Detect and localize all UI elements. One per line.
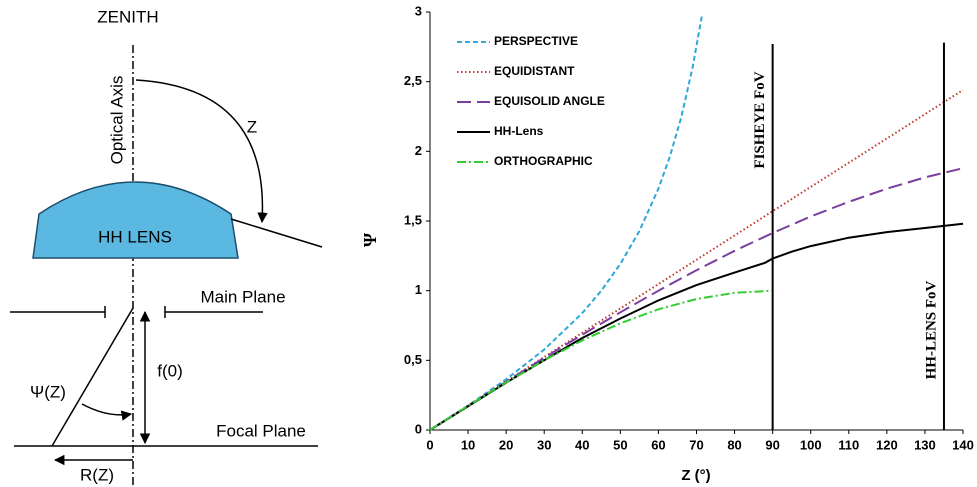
- label: ZENITH: [97, 7, 158, 26]
- y-tick-label: 1: [415, 282, 422, 297]
- series-line: [429, 89, 964, 431]
- series-line: [429, 16, 703, 431]
- legend-label: ORTHOGRAPHIC: [494, 154, 593, 168]
- x-tick-label: 100: [800, 437, 822, 452]
- x-tick-label: 130: [914, 437, 936, 452]
- y-tick-label: 2: [415, 143, 422, 158]
- x-tick-label: 0: [426, 437, 433, 452]
- y-tick-label: 0,5: [404, 352, 422, 367]
- label: R(Z): [80, 465, 114, 484]
- label: Ψ(Z): [30, 382, 66, 401]
- series-line: [429, 167, 964, 431]
- x-axis-label: Z (°): [681, 467, 710, 484]
- label: f(0): [157, 361, 183, 380]
- series-line: [429, 289, 773, 431]
- label: Optical Axis: [107, 76, 126, 165]
- legend-label: EQUIDISTANT: [494, 64, 575, 78]
- label: Main Plane: [200, 287, 285, 306]
- psi-arc: [81, 403, 133, 421]
- x-tick-label: 110: [838, 437, 859, 452]
- x-tick-label: 120: [876, 437, 898, 452]
- x-tick-label: 60: [651, 437, 665, 452]
- fov-label: HH-LENS FoV: [923, 280, 939, 379]
- x-tick-label: 90: [765, 437, 779, 452]
- label: Focal Plane: [216, 421, 306, 440]
- lens: [32, 181, 239, 259]
- x-tick-label: 40: [575, 437, 589, 452]
- image-ray: [51, 307, 134, 447]
- x-tick-label: 10: [461, 437, 475, 452]
- y-axis-label: Ψ: [360, 233, 380, 247]
- series-line: [429, 222, 964, 431]
- x-tick-label: 50: [613, 437, 627, 452]
- ray: [230, 218, 323, 248]
- x-tick-label: 80: [727, 437, 741, 452]
- label: Z: [247, 117, 257, 136]
- x-tick-label: 30: [537, 437, 551, 452]
- legend-label: HH-Lens: [494, 124, 544, 138]
- x-tick-label: 20: [499, 437, 513, 452]
- lens-diagram: [10, 45, 323, 487]
- x-tick-label: 140: [952, 437, 974, 452]
- y-tick-label: 0: [415, 421, 422, 436]
- legend-label: EQUISOLID ANGLE: [494, 94, 605, 108]
- x-tick-label: 70: [689, 437, 703, 452]
- label: HH LENS: [98, 227, 172, 246]
- fov-label: FISHEYE FoV: [752, 71, 768, 168]
- y-tick-label: 3: [415, 3, 422, 18]
- legend-label: PERSPECTIVE: [494, 34, 578, 48]
- y-tick-label: 1,5: [404, 212, 422, 227]
- zenith-arc: [135, 79, 268, 224]
- y-tick-label: 2,5: [404, 73, 422, 88]
